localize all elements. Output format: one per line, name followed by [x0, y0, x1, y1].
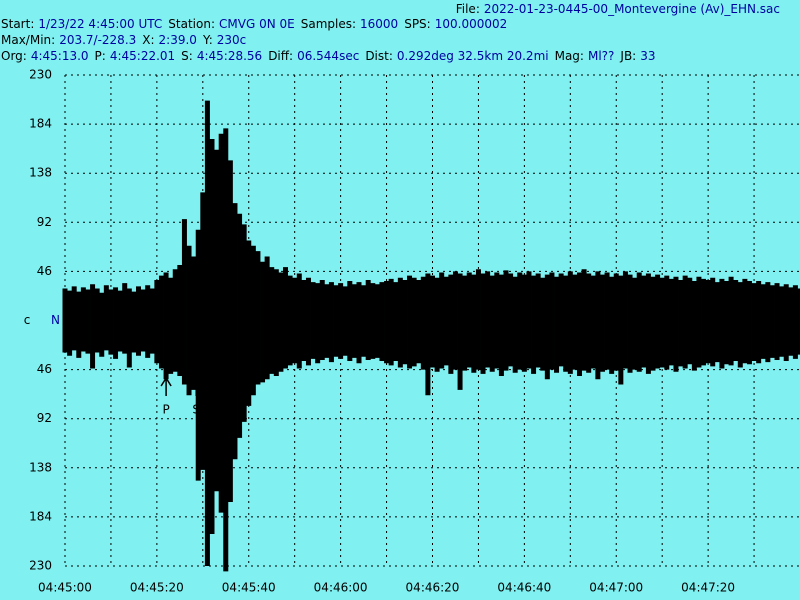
y-tick-label: 46: [37, 362, 52, 376]
x-tick-label: 04:45:40: [222, 581, 276, 595]
header-value: 203.7/-228.3: [59, 33, 136, 47]
header-value: 0.292deg 32.5km 20.2mi: [397, 49, 549, 63]
header-line: Start: 1/23/22 4:45:00 UTC Station: CMVG 0N…: [1, 17, 507, 31]
header-value: CMVG 0N 0E: [219, 17, 295, 31]
header-value: 1/23/22 4:45:00 UTC: [38, 17, 162, 31]
center-label: c: [24, 313, 31, 327]
header-value: 16000: [360, 17, 398, 31]
x-tick-label: 04:46:00: [314, 581, 368, 595]
header-line: Org: 4:45:13.0 P: 4:45:22.01 S: 4:45:28.56 Dif…: [1, 49, 656, 63]
phase-label: S: [192, 403, 200, 417]
header-value: Ml??: [588, 49, 614, 63]
phase-arrow: [190, 376, 202, 396]
header-key: P:: [95, 49, 106, 63]
phase-arrow: [160, 376, 172, 396]
x-tick-label: 04:45:20: [130, 581, 184, 595]
x-tick-label: 04:45:00: [38, 581, 92, 595]
y-tick-label: 92: [37, 215, 52, 229]
header-key: SPS:: [404, 17, 431, 31]
header-key: X:: [142, 33, 154, 47]
header-key: Dist:: [365, 49, 393, 63]
y-tick-label: 184: [29, 117, 52, 131]
header-key: Org:: [1, 49, 27, 63]
header-key: File:: [456, 2, 480, 16]
y-tick-label: 92: [37, 411, 52, 425]
header-key: Samples:: [301, 17, 356, 31]
header-key: Mag:: [555, 49, 584, 63]
x-tick-label: 04:47:00: [589, 581, 643, 595]
x-tick-label: 04:46:20: [406, 581, 460, 595]
y-tick-label: 138: [29, 166, 52, 180]
header-value: 33: [640, 49, 655, 63]
phase-label: P: [162, 403, 169, 417]
y-tick-label: 138: [29, 460, 52, 474]
header-value: 06.544sec: [297, 49, 359, 63]
header-key: Y:: [202, 33, 213, 47]
header-value: 2022-01-23-0445-00_Montevergine (Av)_EHN…: [484, 2, 780, 16]
header-value: 100.000002: [435, 17, 508, 31]
header-line: File: 2022-01-23-0445-00_Montevergine (Av…: [456, 2, 780, 16]
header-key: S:: [181, 49, 193, 63]
header-key: Start:: [1, 17, 34, 31]
y-tick-label: N: [51, 313, 60, 327]
header-value: 4:45:22.01: [110, 49, 175, 63]
header-value: 230c: [217, 33, 247, 47]
header-value: 2:39.0: [159, 33, 197, 47]
header-key: Station:: [168, 17, 215, 31]
header-value: 4:45:13.0: [31, 49, 89, 63]
y-tick-label: 230: [29, 559, 52, 573]
x-tick-label: 04:46:40: [497, 581, 551, 595]
header-key: Diff:: [268, 49, 293, 63]
header-key: JB:: [619, 49, 636, 63]
header-key: Max/Min:: [1, 33, 55, 47]
y-tick-label: 46: [37, 264, 52, 278]
y-tick-label: 230: [29, 68, 52, 82]
x-tick-label: 04:47:20: [681, 581, 735, 595]
header-line: Max/Min: 203.7/-228.3 X: 2:39.0 Y: 230c: [1, 33, 246, 47]
header-value: 4:45:28.56: [197, 49, 262, 63]
y-tick-label: 184: [29, 509, 52, 523]
